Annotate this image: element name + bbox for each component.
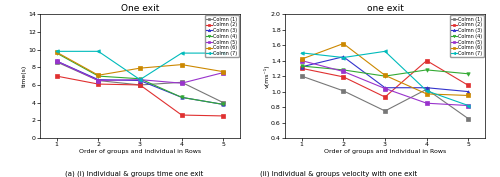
Colmn (6) [424, 93, 430, 95]
Colmn (3) [340, 56, 346, 58]
Legend: Colmn (1), Colmn (2), Colmn (3), Colmn (4), Colmn (5), Colmn (6), Colmn (7): Colmn (1), Colmn (2), Colmn (3), Colmn (… [450, 15, 484, 57]
Legend: Colmn (1), Colmn (2), Colmn (3), Colmn (4), Colmn (5), Colmn (6), Colmn (7): Colmn (1), Colmn (2), Colmn (3), Colmn (… [204, 15, 239, 57]
Line: Colmn (4): Colmn (4) [55, 51, 225, 106]
Text: (a) (i) Individual & groups time one exit: (a) (i) Individual & groups time one exi… [65, 170, 203, 177]
Colmn (4) [96, 75, 102, 77]
Colmn (2) [220, 115, 226, 117]
Colmn (2) [466, 84, 471, 87]
Line: Colmn (2): Colmn (2) [300, 59, 470, 99]
Text: (ii) Individual & groups velocity with one exit: (ii) Individual & groups velocity with o… [260, 170, 417, 177]
Colmn (4) [178, 96, 184, 98]
Colmn (1) [137, 84, 143, 86]
Line: Colmn (4): Colmn (4) [300, 64, 470, 78]
Colmn (5) [54, 60, 60, 62]
Colmn (6) [137, 67, 143, 69]
Colmn (6) [340, 42, 346, 45]
Line: Colmn (6): Colmn (6) [300, 42, 470, 97]
Line: Colmn (3): Colmn (3) [300, 55, 470, 93]
Line: Colmn (1): Colmn (1) [55, 60, 225, 104]
Colmn (4) [54, 52, 60, 54]
Line: Colmn (7): Colmn (7) [55, 50, 225, 81]
Colmn (3) [96, 79, 102, 81]
Colmn (4) [298, 65, 304, 67]
Colmn (7) [424, 90, 430, 92]
Colmn (3) [298, 66, 304, 68]
Line: Colmn (2): Colmn (2) [55, 74, 225, 118]
Colmn (6) [96, 74, 102, 76]
Colmn (1) [220, 102, 226, 104]
Colmn (3) [466, 91, 471, 93]
Colmn (4) [382, 75, 388, 77]
Colmn (2) [137, 84, 143, 86]
Colmn (7) [382, 50, 388, 52]
Line: Colmn (6): Colmn (6) [55, 50, 225, 77]
X-axis label: Order of groups and individual in Rows: Order of groups and individual in Rows [79, 149, 201, 154]
Colmn (6) [298, 58, 304, 60]
Colmn (5) [96, 79, 102, 82]
Colmn (7) [298, 52, 304, 54]
Colmn (6) [466, 94, 471, 96]
Colmn (2) [178, 114, 184, 116]
Colmn (5) [466, 104, 471, 107]
Colmn (2) [298, 67, 304, 69]
Colmn (4) [466, 73, 471, 75]
Colmn (3) [220, 103, 226, 105]
Colmn (4) [424, 69, 430, 71]
Colmn (1) [298, 75, 304, 77]
Colmn (3) [54, 60, 60, 62]
Colmn (7) [137, 79, 143, 81]
Colmn (3) [382, 87, 388, 89]
Colmn (5) [424, 102, 430, 104]
Colmn (7) [96, 50, 102, 52]
Colmn (4) [340, 69, 346, 71]
Colmn (2) [96, 83, 102, 85]
Line: Colmn (7): Colmn (7) [300, 50, 470, 107]
Colmn (3) [178, 96, 184, 98]
Title: one exit: one exit [366, 4, 404, 13]
Colmn (6) [178, 64, 184, 66]
Y-axis label: time(s): time(s) [22, 65, 26, 87]
Colmn (4) [137, 78, 143, 80]
Colmn (3) [137, 79, 143, 82]
Colmn (1) [96, 79, 102, 82]
Colmn (5) [298, 60, 304, 62]
Colmn (5) [382, 87, 388, 90]
Line: Colmn (1): Colmn (1) [300, 74, 470, 120]
Line: Colmn (3): Colmn (3) [55, 59, 225, 106]
Colmn (6) [382, 74, 388, 76]
Colmn (1) [382, 110, 388, 112]
Y-axis label: v(ms⁻¹): v(ms⁻¹) [264, 64, 270, 88]
Colmn (7) [178, 52, 184, 54]
Colmn (5) [137, 79, 143, 81]
Colmn (1) [178, 81, 184, 83]
Colmn (1) [340, 90, 346, 92]
Colmn (5) [178, 82, 184, 84]
Colmn (3) [424, 87, 430, 89]
Colmn (2) [382, 96, 388, 98]
Colmn (2) [424, 60, 430, 62]
Colmn (7) [54, 50, 60, 52]
Colmn (6) [220, 71, 226, 73]
Colmn (1) [424, 88, 430, 90]
Colmn (5) [220, 72, 226, 74]
Colmn (7) [220, 52, 226, 54]
Line: Colmn (5): Colmn (5) [55, 59, 225, 85]
Colmn (2) [340, 76, 346, 78]
Colmn (1) [466, 118, 471, 120]
Line: Colmn (5): Colmn (5) [300, 59, 470, 107]
Title: One exit: One exit [121, 4, 159, 13]
X-axis label: Order of groups and Individual in Rows: Order of groups and Individual in Rows [324, 149, 446, 154]
Colmn (6) [54, 51, 60, 53]
Colmn (5) [340, 70, 346, 73]
Colmn (1) [54, 61, 60, 63]
Colmn (7) [340, 56, 346, 59]
Colmn (7) [466, 104, 471, 107]
Colmn (2) [54, 75, 60, 77]
Colmn (4) [220, 103, 226, 105]
